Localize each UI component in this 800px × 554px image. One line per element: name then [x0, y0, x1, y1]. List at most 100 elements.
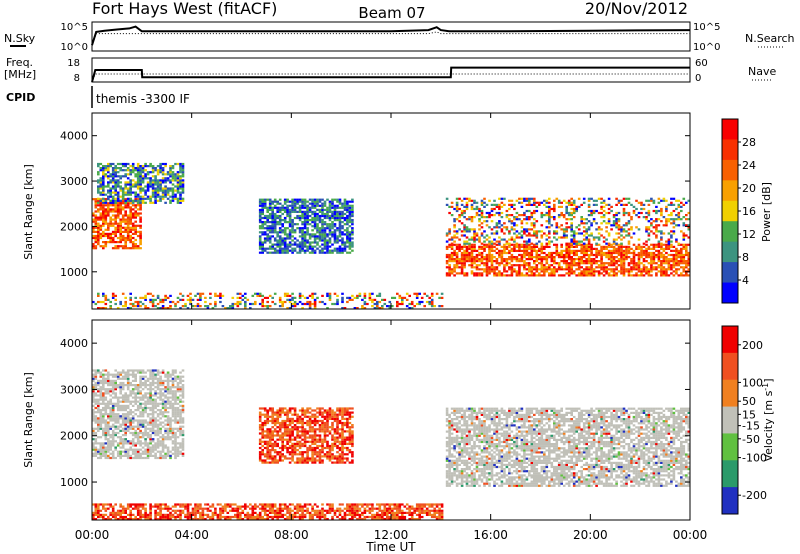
range-cell-2 — [266, 233, 269, 236]
range-cell-3 — [141, 302, 145, 306]
range-cell-0 — [151, 379, 155, 382]
range-cell-0 — [141, 413, 145, 416]
range-cell-2 — [258, 239, 262, 242]
range-cell-5 — [500, 201, 504, 204]
range-cell-4 — [627, 256, 631, 259]
range-cell-2 — [318, 221, 322, 224]
range-cell-4 — [488, 245, 491, 248]
range-cell-4 — [587, 272, 591, 275]
range-cell-2 — [326, 251, 329, 254]
range-cell-4 — [595, 270, 598, 273]
range-cell-4 — [483, 268, 486, 271]
range-cell-4 — [555, 262, 559, 265]
range-cell-1 — [136, 183, 140, 186]
range-cell-0 — [136, 423, 140, 426]
range-cell-1 — [171, 173, 175, 176]
range-cell-0 — [109, 452, 112, 455]
range-cell-2 — [308, 247, 312, 250]
range-cell-5 — [498, 211, 501, 215]
range-cell-0 — [116, 402, 120, 405]
range-cell-3 — [169, 307, 172, 310]
range-cell-3 — [418, 302, 421, 306]
range-cell-2 — [306, 221, 309, 224]
range-cell-4 — [455, 262, 459, 265]
range-cell-4 — [647, 253, 651, 257]
range-cell-5 — [670, 234, 673, 237]
range-cell-0 — [166, 450, 170, 453]
range-cell-3 — [251, 294, 255, 297]
range-cell-2 — [331, 231, 334, 234]
range-cell-5 — [535, 234, 539, 237]
range-cell-2 — [281, 229, 284, 232]
range-cell-5 — [590, 222, 593, 225]
range-cell-1 — [176, 179, 180, 182]
range-cell-1 — [176, 183, 180, 186]
range-cell-5 — [577, 240, 581, 243]
range-cell-0 — [136, 419, 140, 422]
range-cell-5 — [530, 224, 534, 227]
range-cell-2 — [268, 204, 272, 207]
range-cell-0 — [107, 442, 110, 445]
range-cell-0 — [136, 448, 140, 451]
range-cell-5 — [480, 222, 484, 225]
range-cell-0 — [166, 386, 170, 389]
range-cell-0 — [119, 220, 122, 223]
range-cell-1 — [107, 197, 110, 200]
range-cell-4 — [572, 264, 576, 267]
range-cell-4 — [515, 270, 519, 273]
range-cell-3 — [196, 302, 200, 306]
range-cell-5 — [677, 224, 681, 227]
range-cell-2 — [343, 233, 347, 236]
range-cell-1 — [126, 183, 130, 186]
range-cell-1 — [124, 173, 127, 176]
range-cell-4 — [550, 264, 554, 267]
range-cell-4 — [538, 253, 541, 257]
range-cell-2 — [351, 214, 354, 218]
range-cell-3 — [430, 305, 434, 308]
range-cell-3 — [206, 305, 210, 308]
range-cell-5 — [655, 228, 658, 231]
range-cell-4 — [575, 249, 578, 252]
range-cell-0 — [166, 390, 170, 393]
range-cell-0 — [107, 379, 110, 382]
range-cell-0 — [136, 245, 140, 248]
range-cell-1 — [116, 183, 120, 186]
range-cell-0 — [92, 392, 95, 395]
range-cell-3 — [381, 305, 384, 308]
range-cell-4 — [495, 274, 499, 277]
range-cell-3 — [288, 307, 292, 310]
range-cell-0 — [92, 247, 95, 250]
range-cell-4 — [675, 270, 678, 273]
range-cell-1 — [146, 177, 150, 180]
range-cell-2 — [333, 237, 337, 240]
range-cell-0 — [144, 429, 147, 432]
range-cell-4 — [528, 243, 531, 246]
range-cell-2 — [273, 221, 277, 224]
range-cell-5 — [535, 236, 539, 239]
range-cell-5 — [498, 226, 501, 229]
range-cell-5 — [627, 234, 631, 237]
range-cell-0 — [94, 216, 98, 219]
range-cell-4 — [493, 245, 496, 248]
range-cell-2 — [258, 231, 262, 234]
range-cell-4 — [518, 258, 521, 261]
range-cell-4 — [625, 270, 628, 273]
range-cell-1 — [141, 189, 145, 192]
range-cell-0 — [164, 404, 167, 407]
range-cell-4 — [455, 243, 459, 246]
range-cell-0 — [174, 379, 177, 382]
range-cell-5 — [445, 197, 449, 200]
range-cell-3 — [286, 294, 289, 297]
range-cell-4 — [600, 245, 603, 248]
range-cell-0 — [102, 392, 105, 395]
range-cell-1 — [156, 189, 160, 192]
range-cell-0 — [126, 415, 130, 418]
range-cell-0 — [116, 375, 120, 378]
range-cell-0 — [121, 200, 125, 203]
range-cell-0 — [146, 431, 150, 435]
range-cell-2 — [273, 229, 277, 232]
range-cell-0 — [174, 442, 177, 445]
range-cell-0 — [107, 375, 110, 378]
range-cell-1 — [169, 169, 172, 172]
range-cell-0 — [164, 423, 167, 426]
